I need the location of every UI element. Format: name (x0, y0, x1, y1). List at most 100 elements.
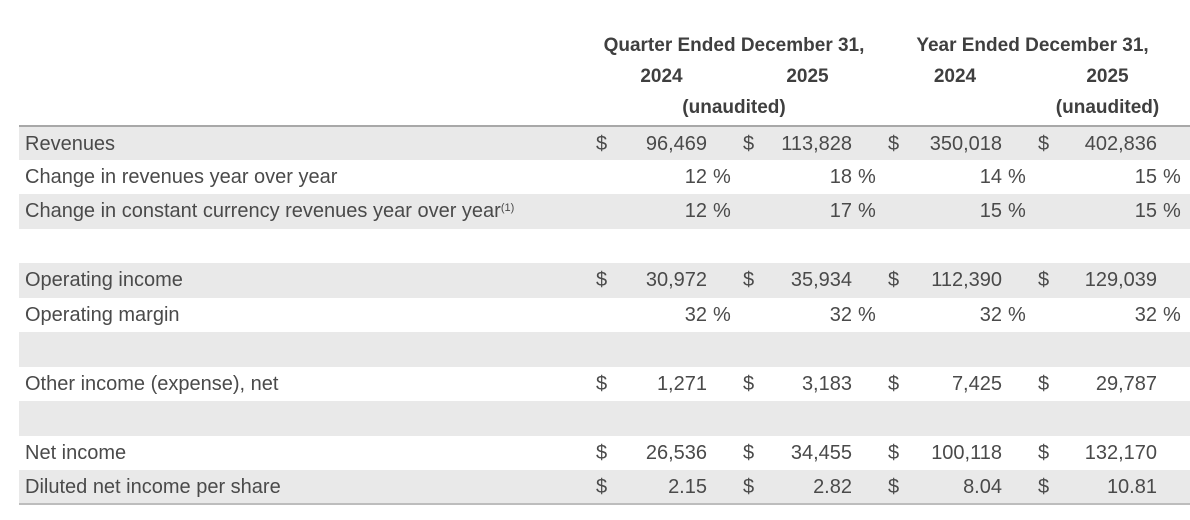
table-row: Change in revenues year over year 12% 18… (19, 160, 1190, 195)
cell-year-2024 (880, 332, 1030, 367)
cell-value (606, 401, 707, 436)
cell-quarter-2025: $34,455 (735, 436, 880, 471)
cell-value: 96,469 (645, 133, 707, 155)
cell-value: 350,018 (929, 133, 1002, 155)
cell-value: 30,972 (645, 269, 707, 291)
dollar-sign (880, 332, 898, 367)
cell-quarter-2025: $2.82 (735, 470, 880, 503)
row-label (19, 229, 588, 264)
cell-quarter-2024: $96,469 (588, 127, 735, 160)
percent-sign (1157, 332, 1185, 367)
percent-sign: % (713, 165, 731, 188)
cell-year-2025 (1030, 401, 1185, 436)
dollar-sign (588, 160, 606, 195)
cell-year-2024 (880, 229, 1030, 264)
percent-sign (852, 263, 880, 298)
row-label: Net income (25, 441, 127, 464)
percent-sign (707, 263, 735, 298)
percent-sign (1157, 470, 1185, 503)
dollar-sign: $ (596, 441, 608, 464)
cell-year-2024: $112,390 (880, 263, 1030, 298)
cell-quarter-2025: 17% (735, 194, 880, 229)
dollar-sign (1030, 298, 1048, 333)
cell-year-2025 (1030, 332, 1185, 367)
percent-sign (852, 470, 880, 503)
dollar-sign (1030, 194, 1048, 229)
col-heading-year-2024: 2024 (933, 66, 977, 87)
cell-quarter-2024: 32% (588, 298, 735, 333)
percent-sign (1002, 332, 1030, 367)
cell-value (1048, 332, 1157, 367)
dollar-sign: $ (596, 133, 608, 155)
percent-sign (852, 229, 880, 264)
cell-value: 18 (829, 165, 852, 188)
cell-value: 132,170 (1084, 441, 1157, 464)
percent-sign (1002, 470, 1030, 503)
percent-sign: % (1008, 200, 1026, 222)
dollar-sign (588, 332, 606, 367)
dollar-sign: $ (888, 441, 900, 464)
dollar-sign: $ (1038, 441, 1050, 464)
dollar-sign: $ (888, 476, 900, 498)
cell-quarter-2024: $2.15 (588, 470, 735, 503)
dollar-sign (735, 298, 753, 333)
cell-year-2025: 15% (1030, 194, 1185, 229)
percent-sign (1157, 263, 1185, 298)
percent-sign (852, 367, 880, 402)
dollar-sign: $ (596, 269, 608, 291)
cell-value: 10.81 (1106, 476, 1157, 498)
cell-value: 32 (829, 303, 852, 326)
percent-sign (707, 127, 735, 160)
cell-value: 8.04 (963, 476, 1002, 498)
cell-value: 29,787 (1095, 372, 1157, 395)
cell-value (753, 401, 852, 436)
cell-value: 14 (979, 165, 1002, 188)
dollar-sign (735, 401, 753, 436)
percent-sign (852, 401, 880, 436)
cell-value (898, 229, 1002, 264)
dollar-sign: $ (888, 269, 900, 291)
cell-quarter-2024 (588, 332, 735, 367)
dollar-sign (880, 229, 898, 264)
cell-value: 113,828 (781, 133, 852, 155)
dollar-sign: $ (1038, 372, 1050, 395)
cell-year-2025: $132,170 (1030, 436, 1185, 471)
percent-sign (707, 367, 735, 402)
dollar-sign (588, 298, 606, 333)
cell-value: 1,271 (656, 372, 707, 395)
cell-value: 17 (829, 200, 852, 222)
row-label: Diluted net income per share (25, 476, 281, 498)
cell-quarter-2024: $30,972 (588, 263, 735, 298)
cell-quarter-2025: 32% (735, 298, 880, 333)
dollar-sign (735, 229, 753, 264)
cell-year-2025: $129,039 (1030, 263, 1185, 298)
header-period-groups: Quarter Ended December 31, Year Ended De… (19, 30, 1190, 61)
col-heading-quarter-2024: 2024 (640, 66, 683, 87)
cell-value: 15 (1134, 200, 1157, 222)
cell-value: 7,425 (951, 372, 1002, 395)
dollar-sign: $ (596, 476, 608, 498)
percent-sign (1157, 436, 1185, 471)
percent-sign (1157, 127, 1185, 160)
cell-value: 402,836 (1084, 133, 1157, 155)
percent-sign (1002, 127, 1030, 160)
row-label (19, 332, 588, 367)
cell-quarter-2025 (735, 401, 880, 436)
percent-sign (852, 436, 880, 471)
dollar-sign: $ (888, 372, 900, 395)
percent-sign: % (1008, 165, 1026, 188)
percent-sign (1157, 401, 1185, 436)
table-rows: Revenues $96,469 $113,828 $350,018 $402,… (0, 125, 1190, 505)
dollar-sign: $ (1038, 133, 1050, 155)
percent-sign (707, 401, 735, 436)
percent-sign: % (1163, 303, 1181, 326)
table-header: Quarter Ended December 31, Year Ended De… (0, 0, 1190, 123)
cell-year-2024: $350,018 (880, 127, 1030, 160)
percent-sign: % (1163, 165, 1181, 188)
cell-quarter-2025: $3,183 (735, 367, 880, 402)
dollar-sign (880, 401, 898, 436)
dollar-sign (735, 194, 753, 229)
percent-sign (1002, 436, 1030, 471)
cell-year-2025: $29,787 (1030, 367, 1185, 402)
cell-value: 112,390 (931, 269, 1002, 291)
